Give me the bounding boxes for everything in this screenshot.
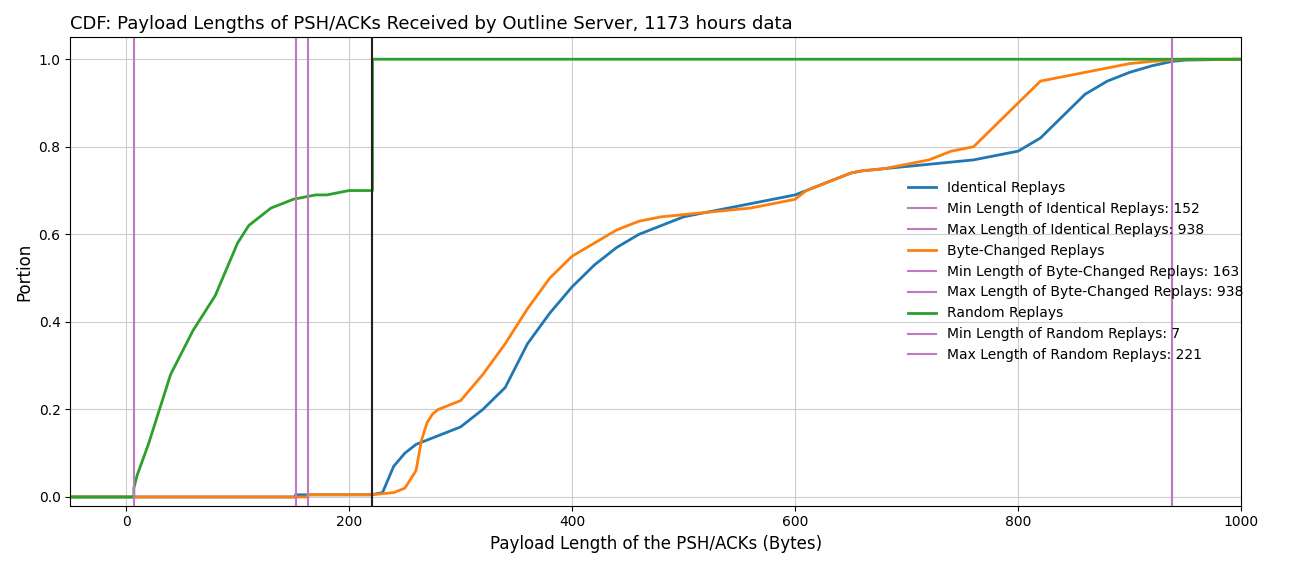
- Text: CDF: Payload Lengths of PSH/ACKs Received by Outline Server, 1173 hours data: CDF: Payload Lengths of PSH/ACKs Receive…: [71, 15, 793, 33]
- Legend: Identical Replays, Min Length of Identical Replays: 152, Max Length of Identical: Identical Replays, Min Length of Identic…: [903, 175, 1248, 368]
- Y-axis label: Portion: Portion: [14, 243, 33, 300]
- X-axis label: Payload Length of the PSH/ACKs (Bytes): Payload Length of the PSH/ACKs (Bytes): [490, 535, 821, 553]
